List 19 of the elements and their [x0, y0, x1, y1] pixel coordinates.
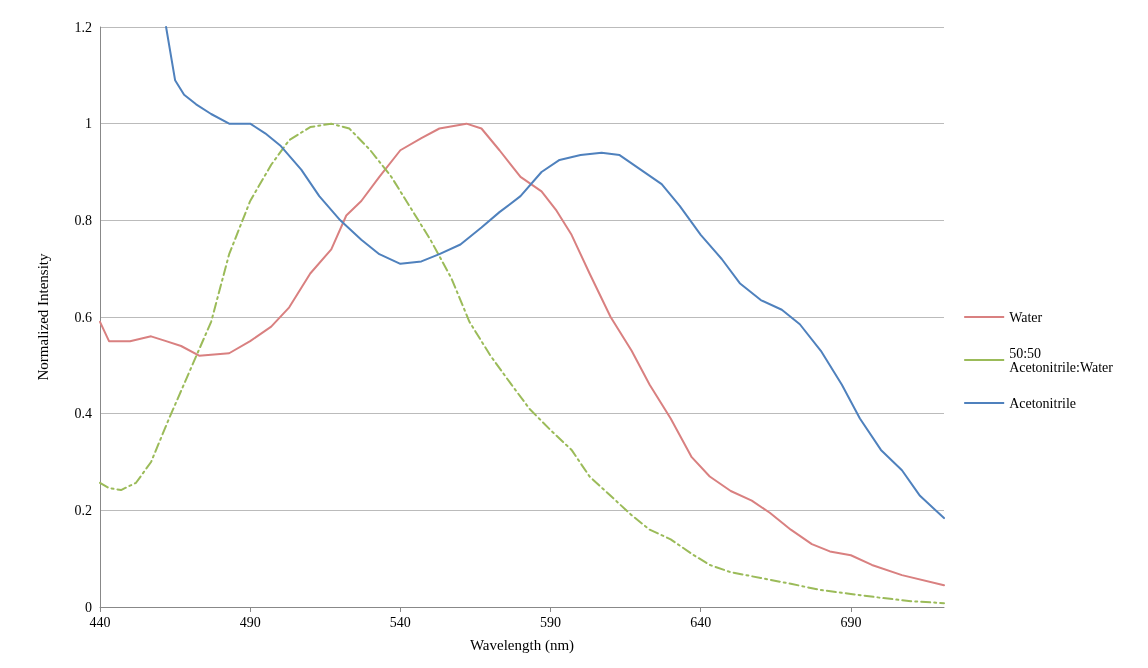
x-tick-label: 640 [690, 614, 712, 630]
line-series [165, 26, 945, 520]
legend-label: 50:50 Acetonitrile:Water [1009, 345, 1114, 375]
y-tick-label: 0 [85, 599, 92, 615]
legend-label: Water [1009, 309, 1043, 325]
x-tick-label: 540 [389, 614, 411, 630]
y-tick-label: 0.2 [74, 502, 92, 518]
x-tick-label: 690 [840, 614, 862, 630]
y-tick-label: 1.2 [74, 19, 92, 35]
x-tick-label: 440 [89, 614, 111, 630]
y-axis-title: Normalized Intensity [34, 252, 51, 381]
legend-label: Acetonitrile [1009, 395, 1077, 411]
y-tick-label: 0.6 [74, 309, 92, 325]
x-axis-title: Wavelength (nm) [469, 636, 575, 654]
y-tick-label: 1 [85, 116, 92, 132]
y-tick-label: 0.4 [74, 406, 92, 422]
y-tick-label: 0.8 [74, 212, 92, 228]
x-tick-label: 490 [239, 614, 261, 630]
x-tick-label: 590 [540, 614, 562, 630]
